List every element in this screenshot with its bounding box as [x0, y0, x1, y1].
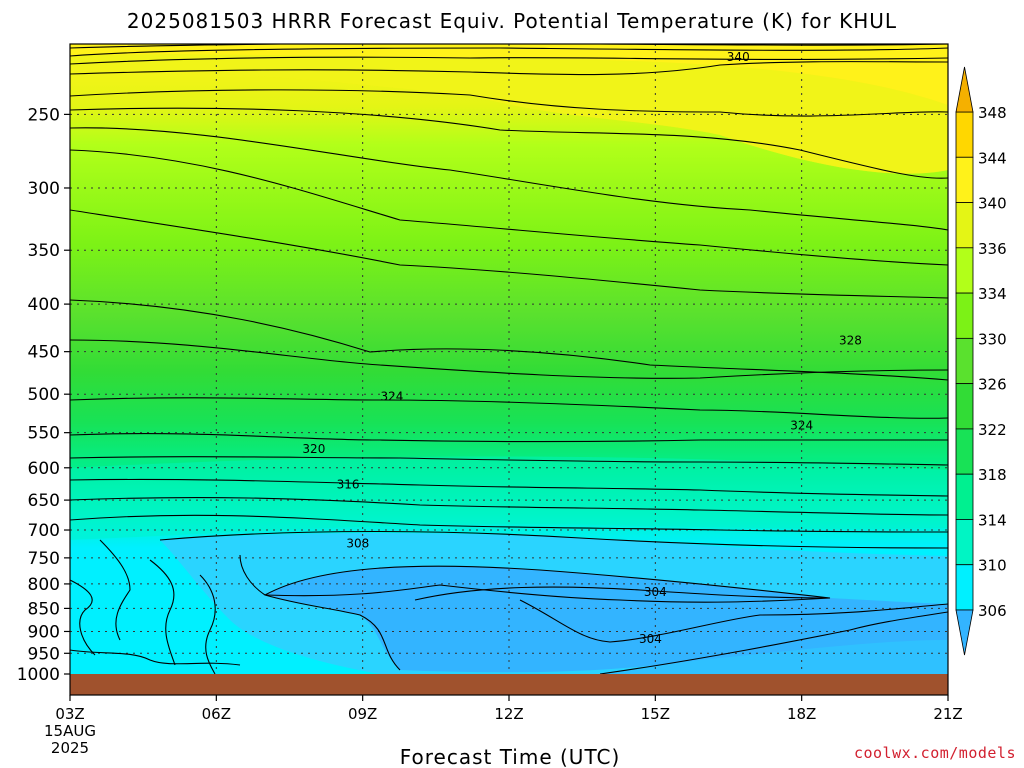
surface-terrain: [70, 674, 948, 695]
y-tick-label: 250: [28, 105, 60, 125]
contour-label: 316: [337, 477, 360, 491]
y-tick-label: 850: [28, 599, 60, 619]
y-tick-label: 700: [28, 521, 60, 541]
colorbar-label: 340: [978, 195, 1007, 213]
colorbar-segment: [955, 111, 974, 158]
contour-label: 304: [639, 632, 662, 646]
credit-link[interactable]: coolwx.com/models: [853, 744, 1016, 762]
contour-label: 320: [302, 442, 325, 456]
x-date-line-1: 15AUG: [44, 722, 96, 740]
x-tick-label: 15Z: [641, 705, 670, 723]
x-tick-label: 06Z: [202, 705, 231, 723]
x-tick-label: 21Z: [933, 705, 962, 723]
colorbar-segment: [955, 202, 974, 249]
y-tick-label: 600: [28, 459, 60, 479]
contour-label: 340: [727, 50, 750, 64]
low-blue-region: [265, 566, 948, 673]
y-tick-label: 650: [28, 491, 60, 511]
y-tick-label: 300: [28, 179, 60, 199]
colorbar-segment: [955, 292, 974, 339]
colorbar-label: 306: [978, 602, 1007, 620]
colorbar-segment: [955, 473, 974, 520]
colorbar-label: 322: [978, 421, 1007, 439]
y-tick-label: 550: [28, 424, 60, 444]
contour-label: 324: [380, 390, 403, 404]
colorbar-label: 336: [978, 240, 1007, 258]
contour-labels: 340 328 324 324 320 316 308 304 304: [302, 50, 862, 646]
x-tick-label: 09Z: [348, 705, 377, 723]
y-tick-label: 800: [28, 575, 60, 595]
y-tick-label: 350: [28, 241, 60, 261]
colorbar-segment: [955, 428, 974, 475]
y-tick-label: 400: [28, 295, 60, 315]
colorbar-label: 344: [978, 149, 1007, 167]
colorbar-label: 318: [978, 466, 1007, 484]
x-axis-title: Forecast Time (UTC): [400, 745, 621, 768]
colorbar-label: 334: [978, 285, 1007, 303]
x-axis: 03Z 06Z 09Z 12Z 15Z 18Z 21Z: [55, 695, 963, 723]
y-tick-label: 750: [28, 549, 60, 569]
colorbar-segment: [955, 337, 974, 385]
x-tick-label: 12Z: [494, 705, 523, 723]
chart-title: 2025081503 HRRR Forecast Equiv. Potentia…: [127, 9, 897, 33]
colorbar-segment: [955, 564, 974, 611]
colorbar-top-arrow: [955, 66, 974, 113]
mid-teal-region: [70, 456, 948, 540]
low-blue-region-2: [600, 604, 948, 674]
colorbar: 348 344 340 336 334 330 326 322 318 314 310 306: [955, 66, 1007, 656]
colorbar-label: 330: [978, 330, 1007, 348]
colorbar-label: 314: [978, 511, 1007, 529]
y-tick-label: 1000: [17, 665, 60, 685]
x-date-line-2: 2025: [51, 739, 89, 757]
grid-lines: [70, 44, 948, 674]
colorbar-segment: [955, 383, 974, 430]
y-tick-label: 950: [28, 644, 60, 664]
y-tick-label: 900: [28, 622, 60, 642]
contour-label: 328: [839, 334, 862, 348]
contour-label: 308: [346, 537, 369, 551]
colorbar-label: 310: [978, 557, 1007, 575]
x-tick-label: 03Z: [55, 705, 84, 723]
colorbar-bottom-arrow: [955, 609, 974, 656]
contour-label: 304: [644, 585, 667, 599]
y-axis: 250 300 350 400 450 500 550 600 650 700 750 800 850 9…: [17, 105, 70, 685]
upper-yellow-region: [70, 54, 948, 174]
colorbar-label: 348: [978, 104, 1007, 122]
contour-lines: [70, 44, 948, 674]
x-tick-label: 18Z: [787, 705, 816, 723]
colorbar-segment: [955, 519, 974, 566]
colorbar-segment: [955, 247, 974, 294]
contour-label: 324: [790, 418, 813, 432]
colorbar-label: 326: [978, 376, 1007, 394]
colorbar-segment: [955, 156, 974, 203]
y-tick-label: 500: [28, 385, 60, 405]
y-tick-label: 450: [28, 343, 60, 363]
